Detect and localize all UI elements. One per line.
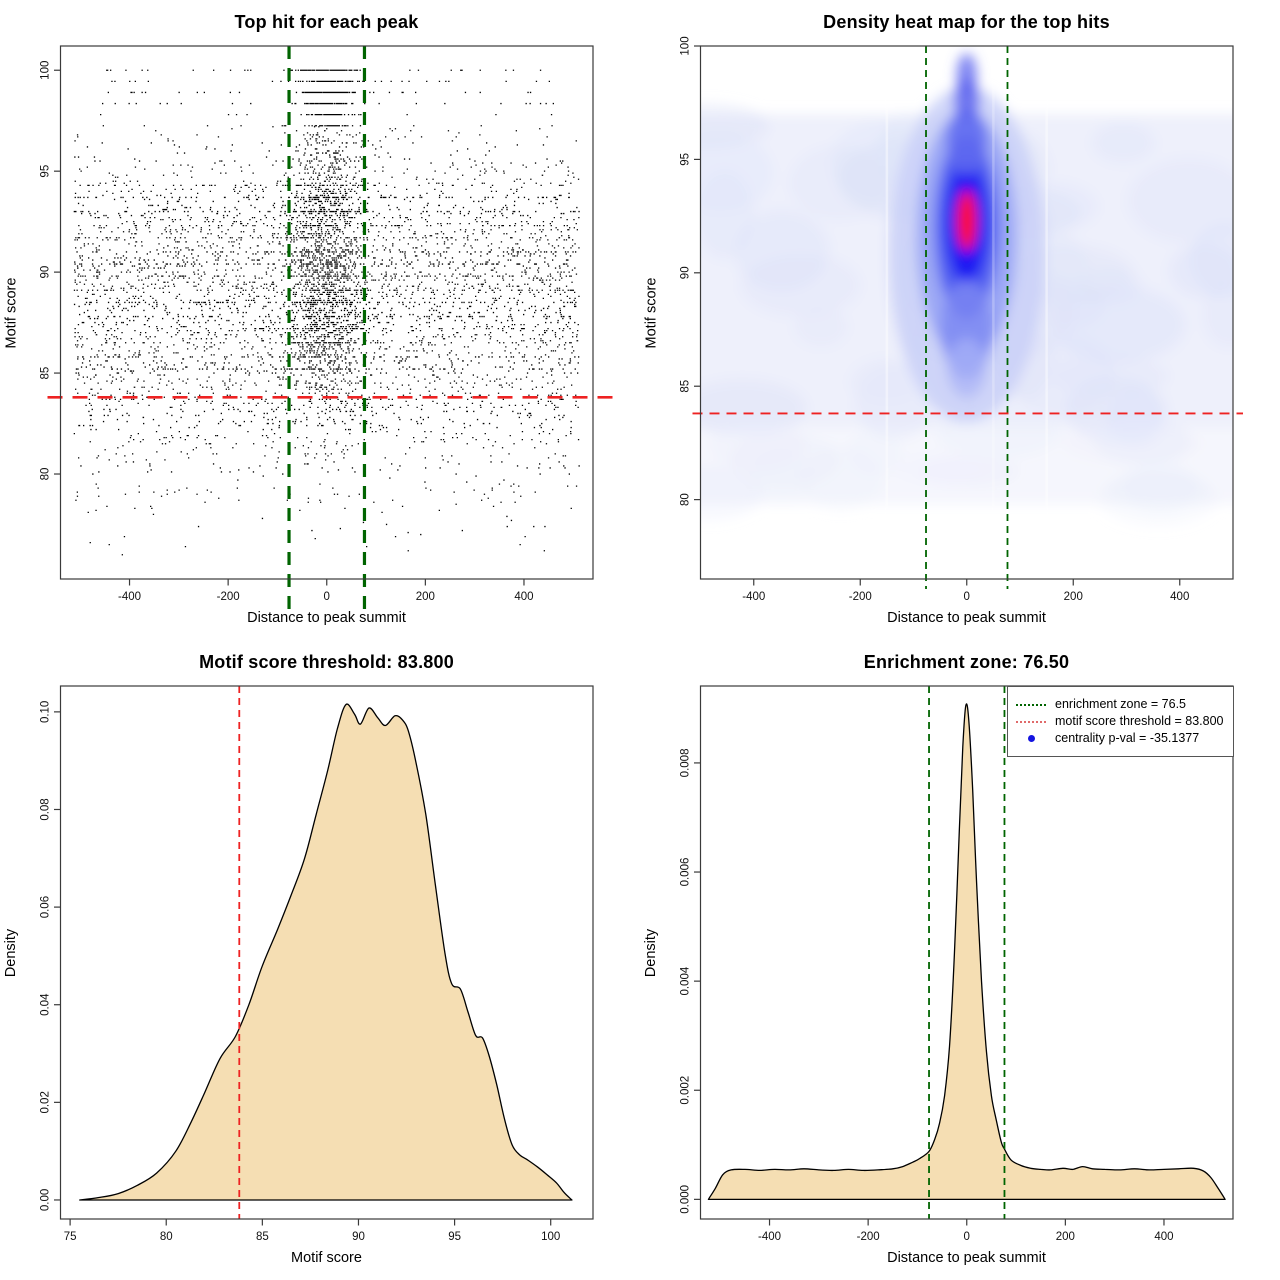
svg-text:200: 200 [416, 591, 435, 603]
svg-text:0.008: 0.008 [680, 749, 692, 778]
panel-title: Density heat map for the top hits [823, 12, 1110, 32]
y-axis-label: Motif score [643, 277, 660, 348]
red-dotted-line-icon [1016, 713, 1046, 723]
svg-text:0.02: 0.02 [40, 1091, 52, 1113]
svg-text:0.004: 0.004 [680, 966, 692, 995]
legend-label: centrality p-val = -35.1377 [1055, 731, 1200, 745]
axes: 75 80 85 90 95 100 0.00 0.02 0.04 0.06 0.08 0.10 [40, 701, 561, 1243]
axes: -400 -200 0 200 400 80 85 90 95 100 [680, 36, 1190, 603]
svg-text:-200: -200 [849, 591, 872, 603]
panel-density-heatmap: -400 -200 0 200 400 80 85 90 95 100 Density heat … [640, 0, 1280, 640]
y-axis-label: Density [3, 928, 20, 977]
svg-text:0.002: 0.002 [680, 1076, 692, 1105]
svg-text:0: 0 [964, 591, 970, 603]
svg-text:0.04: 0.04 [40, 993, 52, 1016]
svg-text:90: 90 [680, 266, 692, 279]
svg-text:0.00: 0.00 [40, 1189, 52, 1211]
svg-text:-200: -200 [857, 1231, 880, 1243]
svg-text:80: 80 [40, 468, 52, 481]
plot-legend: enrichment zone = 76.5 motif score thres… [1007, 686, 1234, 757]
svg-text:95: 95 [680, 153, 692, 166]
panel-title: Enrichment zone: 76.50 [863, 652, 1070, 672]
panel-motif-score-density: 75 80 85 90 95 100 0.00 0.02 0.04 0.06 0.08 0.10 Mo… [0, 640, 640, 1280]
svg-text:400: 400 [514, 591, 533, 603]
svg-text:200: 200 [1064, 591, 1083, 603]
svg-text:400: 400 [1154, 1231, 1173, 1243]
svg-text:-400: -400 [742, 591, 765, 603]
legend-row-centrality-pval: centrality p-val = -35.1377 [1016, 730, 1227, 747]
svg-text:0.06: 0.06 [40, 896, 52, 918]
axes: -400 -200 0 200 400 80 85 90 95 100 [40, 61, 534, 603]
svg-text:0: 0 [324, 591, 330, 603]
svg-text:95: 95 [448, 1231, 461, 1243]
legend-row-enrichment-zone: enrichment zone = 76.5 [1016, 696, 1227, 713]
x-axis-label: Motif score [291, 1250, 362, 1266]
svg-text:85: 85 [680, 380, 692, 393]
svg-text:0.10: 0.10 [40, 701, 52, 723]
svg-text:85: 85 [40, 367, 52, 380]
svg-text:0.000: 0.000 [680, 1185, 692, 1214]
svg-text:100: 100 [541, 1231, 560, 1243]
legend-label: motif score threshold = 83.800 [1055, 714, 1224, 728]
y-axis-label: Density [643, 928, 660, 977]
panel-title: Motif score threshold: 83.800 [199, 652, 454, 672]
svg-text:75: 75 [64, 1231, 77, 1243]
svg-text:80: 80 [160, 1231, 173, 1243]
heatmap-plot-svg: -400 -200 0 200 400 80 85 90 95 100 [680, 36, 1243, 603]
panel-enrichment-zone-density: -400 -200 0 200 400 0.000 0.002 0.004 0.006 0.008… [640, 640, 1280, 1280]
green-dotted-line-icon [1016, 696, 1046, 706]
axes: -400 -200 0 200 400 0.000 0.002 0.004 0.006 0.008 [680, 749, 1174, 1243]
density-plot-svg: 75 80 85 90 95 100 0.00 0.02 0.04 0.06 0.08 0.10 [40, 685, 594, 1243]
x-axis-label: Distance to peak summit [887, 610, 1046, 626]
legend-label: enrichment zone = 76.5 [1055, 697, 1186, 711]
svg-text:90: 90 [352, 1231, 365, 1243]
scatter-plot-svg: -400 -200 0 200 400 80 85 90 95 100 [40, 45, 618, 609]
svg-text:0: 0 [964, 1231, 970, 1243]
svg-text:-200: -200 [217, 591, 240, 603]
svg-text:0.08: 0.08 [40, 798, 52, 820]
blue-dot-icon [1016, 730, 1046, 742]
density-plot-svg: -400 -200 0 200 400 0.000 0.002 0.004 0.006 0.008 [680, 685, 1234, 1243]
svg-text:0.006: 0.006 [680, 858, 692, 887]
svg-text:100: 100 [680, 36, 692, 55]
svg-text:80: 80 [680, 493, 692, 506]
svg-text:85: 85 [256, 1231, 269, 1243]
svg-text:400: 400 [1170, 591, 1189, 603]
svg-text:90: 90 [40, 266, 52, 279]
svg-text:95: 95 [40, 165, 52, 178]
svg-text:-400: -400 [758, 1231, 781, 1243]
legend-row-motif-threshold: motif score threshold = 83.800 [1016, 713, 1227, 730]
y-axis-label: Motif score [3, 277, 20, 348]
svg-text:-400: -400 [118, 591, 141, 603]
panel-top-hit-scatter: -400 -200 0 200 400 80 85 90 95 100 Top hit for e… [0, 0, 640, 640]
svg-text:100: 100 [40, 61, 52, 80]
x-axis-label: Distance to peak summit [887, 1250, 1046, 1266]
x-axis-label: Distance to peak summit [247, 610, 406, 626]
page-title: Top hit for each peak [234, 12, 419, 32]
svg-text:200: 200 [1056, 1231, 1075, 1243]
